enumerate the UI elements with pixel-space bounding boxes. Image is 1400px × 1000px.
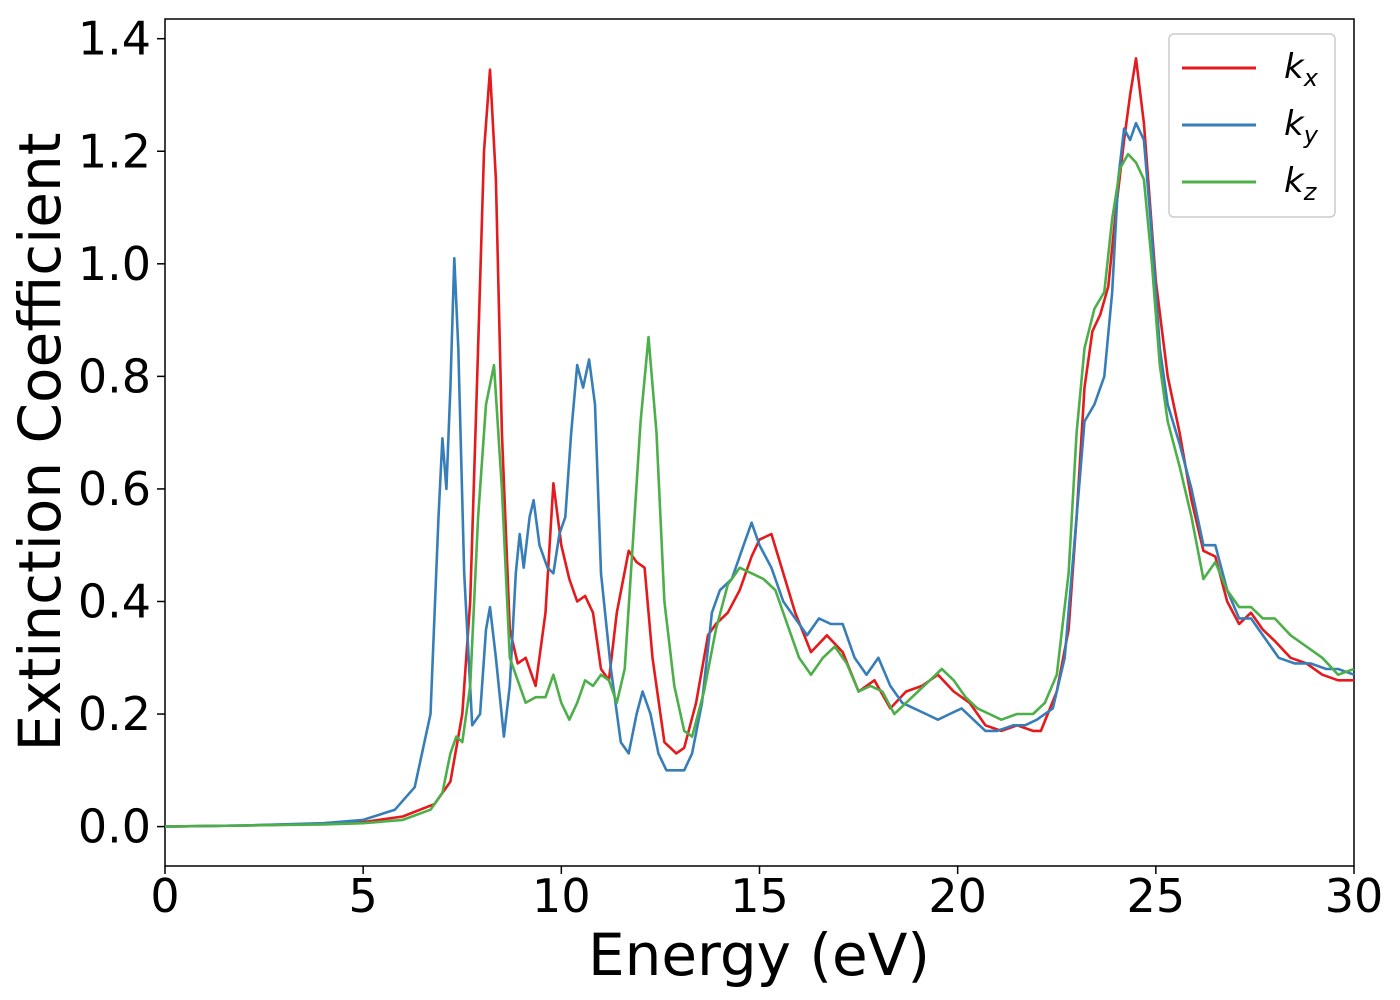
plot-frame	[164, 18, 1355, 867]
legend-label-y: ky	[1284, 104, 1319, 149]
y-tick-label: 0.0	[78, 800, 151, 854]
series-line-y	[164, 121, 1355, 828]
x-tick-label: 25	[1127, 869, 1186, 923]
x-tick-label: 20	[928, 869, 987, 923]
y-tick-label: 0.8	[78, 349, 151, 403]
y-tick-label: 1.0	[78, 237, 151, 291]
y-axis-label: Extinction Coefficient	[6, 133, 74, 752]
x-tick-label: 30	[1325, 869, 1384, 923]
legend-label-subscript: z	[1303, 178, 1318, 206]
y-tick-label: 0.6	[78, 462, 151, 516]
y-tick-label: 0.4	[78, 574, 151, 628]
x-tick-label: 15	[730, 869, 789, 923]
y-tick-label: 1.2	[78, 124, 151, 178]
x-tick-label: 0	[150, 869, 179, 923]
series-line-x	[164, 57, 1354, 828]
x-tick-label: 10	[532, 869, 591, 923]
x-axis-ticks: 0 5 10 15 20 25 30	[150, 866, 1383, 923]
y-tick-label: 0.2	[78, 687, 151, 741]
series-line-z	[164, 152, 1355, 828]
y-tick-label: 1.4	[78, 12, 151, 66]
legend-label-subscript: y	[1303, 121, 1319, 149]
legend-label-subscript: x	[1303, 64, 1319, 92]
series-layer	[164, 57, 1355, 828]
y-axis-ticks: 0.0 0.2 0.4 0.6 0.8 1.0 1.2 1.4	[78, 12, 165, 854]
x-tick-label: 5	[349, 869, 378, 923]
x-axis-label: Energy (eV)	[588, 921, 930, 989]
